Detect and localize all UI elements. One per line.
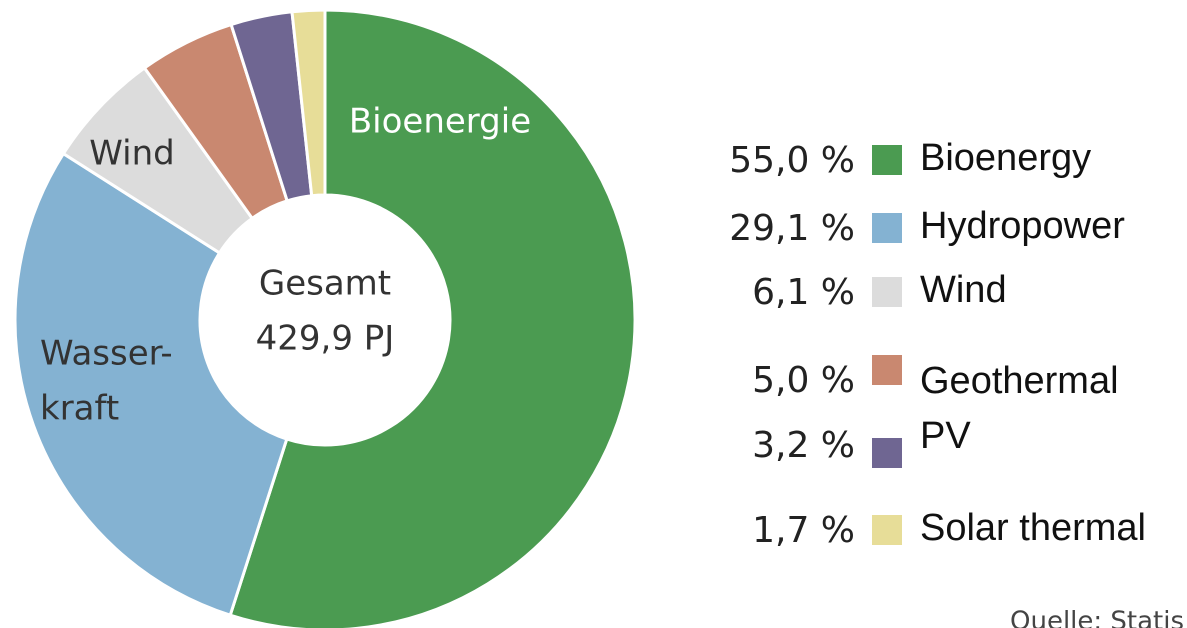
- slice-label: Wind: [89, 134, 174, 174]
- legend-value: 5,0 %: [752, 360, 855, 401]
- legend-swatch: [872, 277, 902, 307]
- legend-label: Wind: [920, 269, 1007, 311]
- legend-value: 6,1 %: [752, 272, 855, 313]
- slice-label: Bioenergie: [349, 102, 531, 142]
- legend-swatch: [872, 355, 902, 385]
- legend-value: 3,2 %: [752, 425, 855, 466]
- donut-slice: [228, 8, 637, 628]
- legend-swatch: [872, 515, 902, 545]
- legend-value: 55,0 %: [729, 140, 855, 181]
- legend-label: Solar thermal: [920, 507, 1146, 549]
- slice-label: Wasser-: [40, 334, 173, 374]
- donut-slice: [13, 151, 289, 618]
- legend-value: 29,1 %: [729, 208, 855, 249]
- legend-swatch: [872, 213, 902, 243]
- legend-label: PV: [920, 415, 971, 457]
- source-note: Quelle: Statis: [1010, 607, 1184, 628]
- legend-swatch: [872, 438, 902, 468]
- center-label: 429,9 PJ: [256, 319, 395, 359]
- legend-value: 1,7 %: [752, 510, 855, 551]
- slice-label: kraft: [40, 389, 119, 429]
- donut-slice: [290, 8, 327, 198]
- legend-swatch: [872, 145, 902, 175]
- legend-label: Hydropower: [920, 205, 1125, 247]
- legend-label: Geothermal: [920, 360, 1119, 402]
- legend-label: Bioenergy: [920, 137, 1091, 179]
- center-label: Gesamt: [259, 264, 391, 304]
